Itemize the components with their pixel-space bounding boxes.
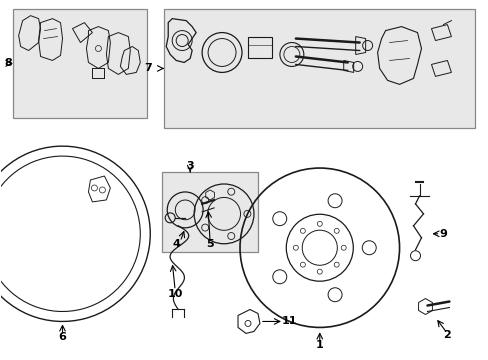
Text: 3: 3 — [186, 161, 194, 171]
Text: 1: 1 — [315, 340, 323, 350]
Text: 6: 6 — [59, 332, 66, 342]
Text: 9: 9 — [439, 229, 447, 239]
Text: 11: 11 — [282, 316, 297, 327]
Text: 7: 7 — [144, 63, 152, 73]
Text: 2: 2 — [443, 330, 450, 341]
Text: 5: 5 — [206, 239, 213, 249]
Text: 10: 10 — [167, 289, 183, 298]
Bar — [13, 9, 147, 118]
Bar — [162, 172, 258, 252]
Text: 8: 8 — [5, 58, 12, 68]
Text: 4: 4 — [172, 239, 180, 249]
Bar — [164, 9, 474, 128]
